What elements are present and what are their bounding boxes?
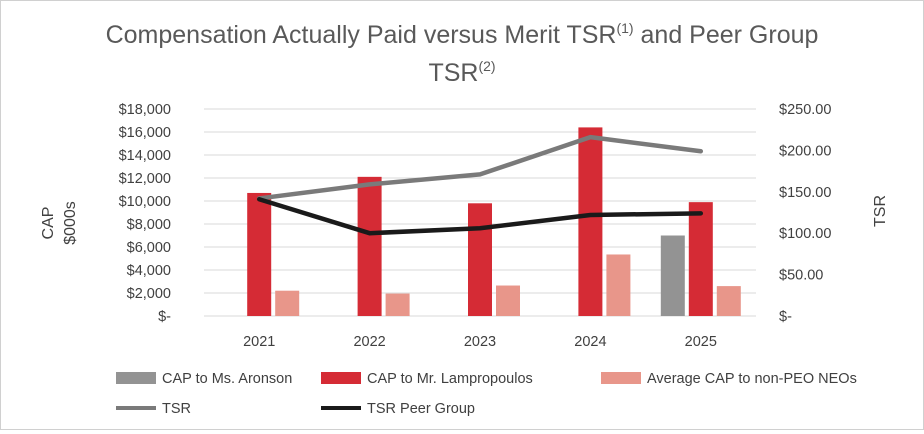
chart-title-line2: TSR(2) <box>428 58 495 87</box>
bar-cap-to-ms-aronson <box>660 235 685 316</box>
bar-cap-to-mr-lampropoulos <box>578 127 603 317</box>
bar-average-cap-to-non-peo-neos <box>385 293 410 316</box>
left-tick-label: $8,000 <box>127 217 171 233</box>
bar-cap-to-mr-lampropoulos <box>247 192 272 316</box>
legend-swatch-cap-to-mr-lampropoulos <box>321 372 361 384</box>
right-tick-label: $50.00 <box>779 268 823 284</box>
x-tick-label: 2021 <box>243 334 275 350</box>
line-series <box>256 134 704 236</box>
chart-title-line1: Compensation Actually Paid versus Merit … <box>106 20 819 49</box>
left-tick-label: $10,000 <box>119 194 171 210</box>
bar-average-cap-to-non-peo-neos <box>275 290 300 316</box>
legend: CAP to Ms. Aronson CAP to Mr. Lampropoulo… <box>116 371 857 417</box>
right-axis-title: TSR <box>872 195 889 227</box>
bar-cap-to-mr-lampropoulos <box>468 203 492 316</box>
left-axis-title-line1: CAP <box>40 207 57 240</box>
legend-label-tsr: TSR <box>162 401 191 417</box>
left-tick-label: $14,000 <box>119 148 171 164</box>
legend-label-average-cap-to-non-peo-neos: Average CAP to non-PEO NEOs <box>647 371 857 387</box>
bar-series <box>247 127 741 317</box>
x-axis-labels: 2021 2022 2023 2024 2025 <box>243 334 717 350</box>
legend-label-cap-to-mr-lampropoulos: CAP to Mr. Lampropoulos <box>367 371 533 387</box>
legend-swatch-cap-to-ms-aronson <box>116 372 156 384</box>
bar-average-cap-to-non-peo-neos <box>496 285 520 316</box>
x-tick-label: 2025 <box>685 334 717 350</box>
left-tick-label: $18,000 <box>119 102 171 118</box>
right-tick-label: $200.00 <box>779 143 831 159</box>
right-tick-label: $100.00 <box>779 226 831 242</box>
left-tick-label: $16,000 <box>119 125 171 141</box>
left-tick-label: $4,000 <box>127 263 171 279</box>
bar-cap-to-mr-lampropoulos <box>688 202 713 316</box>
bar-average-cap-to-non-peo-neos <box>716 286 741 316</box>
legend-label-tsr-peer-group: TSR Peer Group <box>367 401 475 417</box>
right-axis-ticks: $- $50.00 $100.00 $150.00 $200.00 $250.00 <box>779 102 831 325</box>
right-tick-label: $150.00 <box>779 185 831 201</box>
line-tsr <box>256 134 704 201</box>
left-tick-label: $6,000 <box>127 240 171 256</box>
left-tick-label: $2,000 <box>127 286 171 302</box>
legend-label-cap-to-ms-aronson: CAP to Ms. Aronson <box>162 371 292 387</box>
bar-average-cap-to-non-peo-neos <box>606 254 631 316</box>
left-tick-label: $- <box>158 309 171 325</box>
x-tick-label: 2022 <box>353 334 385 350</box>
line-tsr-peer-group <box>256 197 704 236</box>
right-tick-label: $250.00 <box>779 102 831 118</box>
x-tick-label: 2024 <box>574 334 606 350</box>
bar-cap-to-mr-lampropoulos <box>357 176 382 316</box>
right-tick-label: $- <box>779 309 792 325</box>
left-axis-title-line2: $000s <box>62 201 79 245</box>
legend-swatch-average-cap-to-non-peo-neos <box>601 372 641 384</box>
x-tick-label: 2023 <box>464 334 496 350</box>
left-tick-label: $12,000 <box>119 171 171 187</box>
left-axis-ticks: $- $2,000 $4,000 $6,000 $8,000 $10,000 $12,000… <box>119 102 172 325</box>
